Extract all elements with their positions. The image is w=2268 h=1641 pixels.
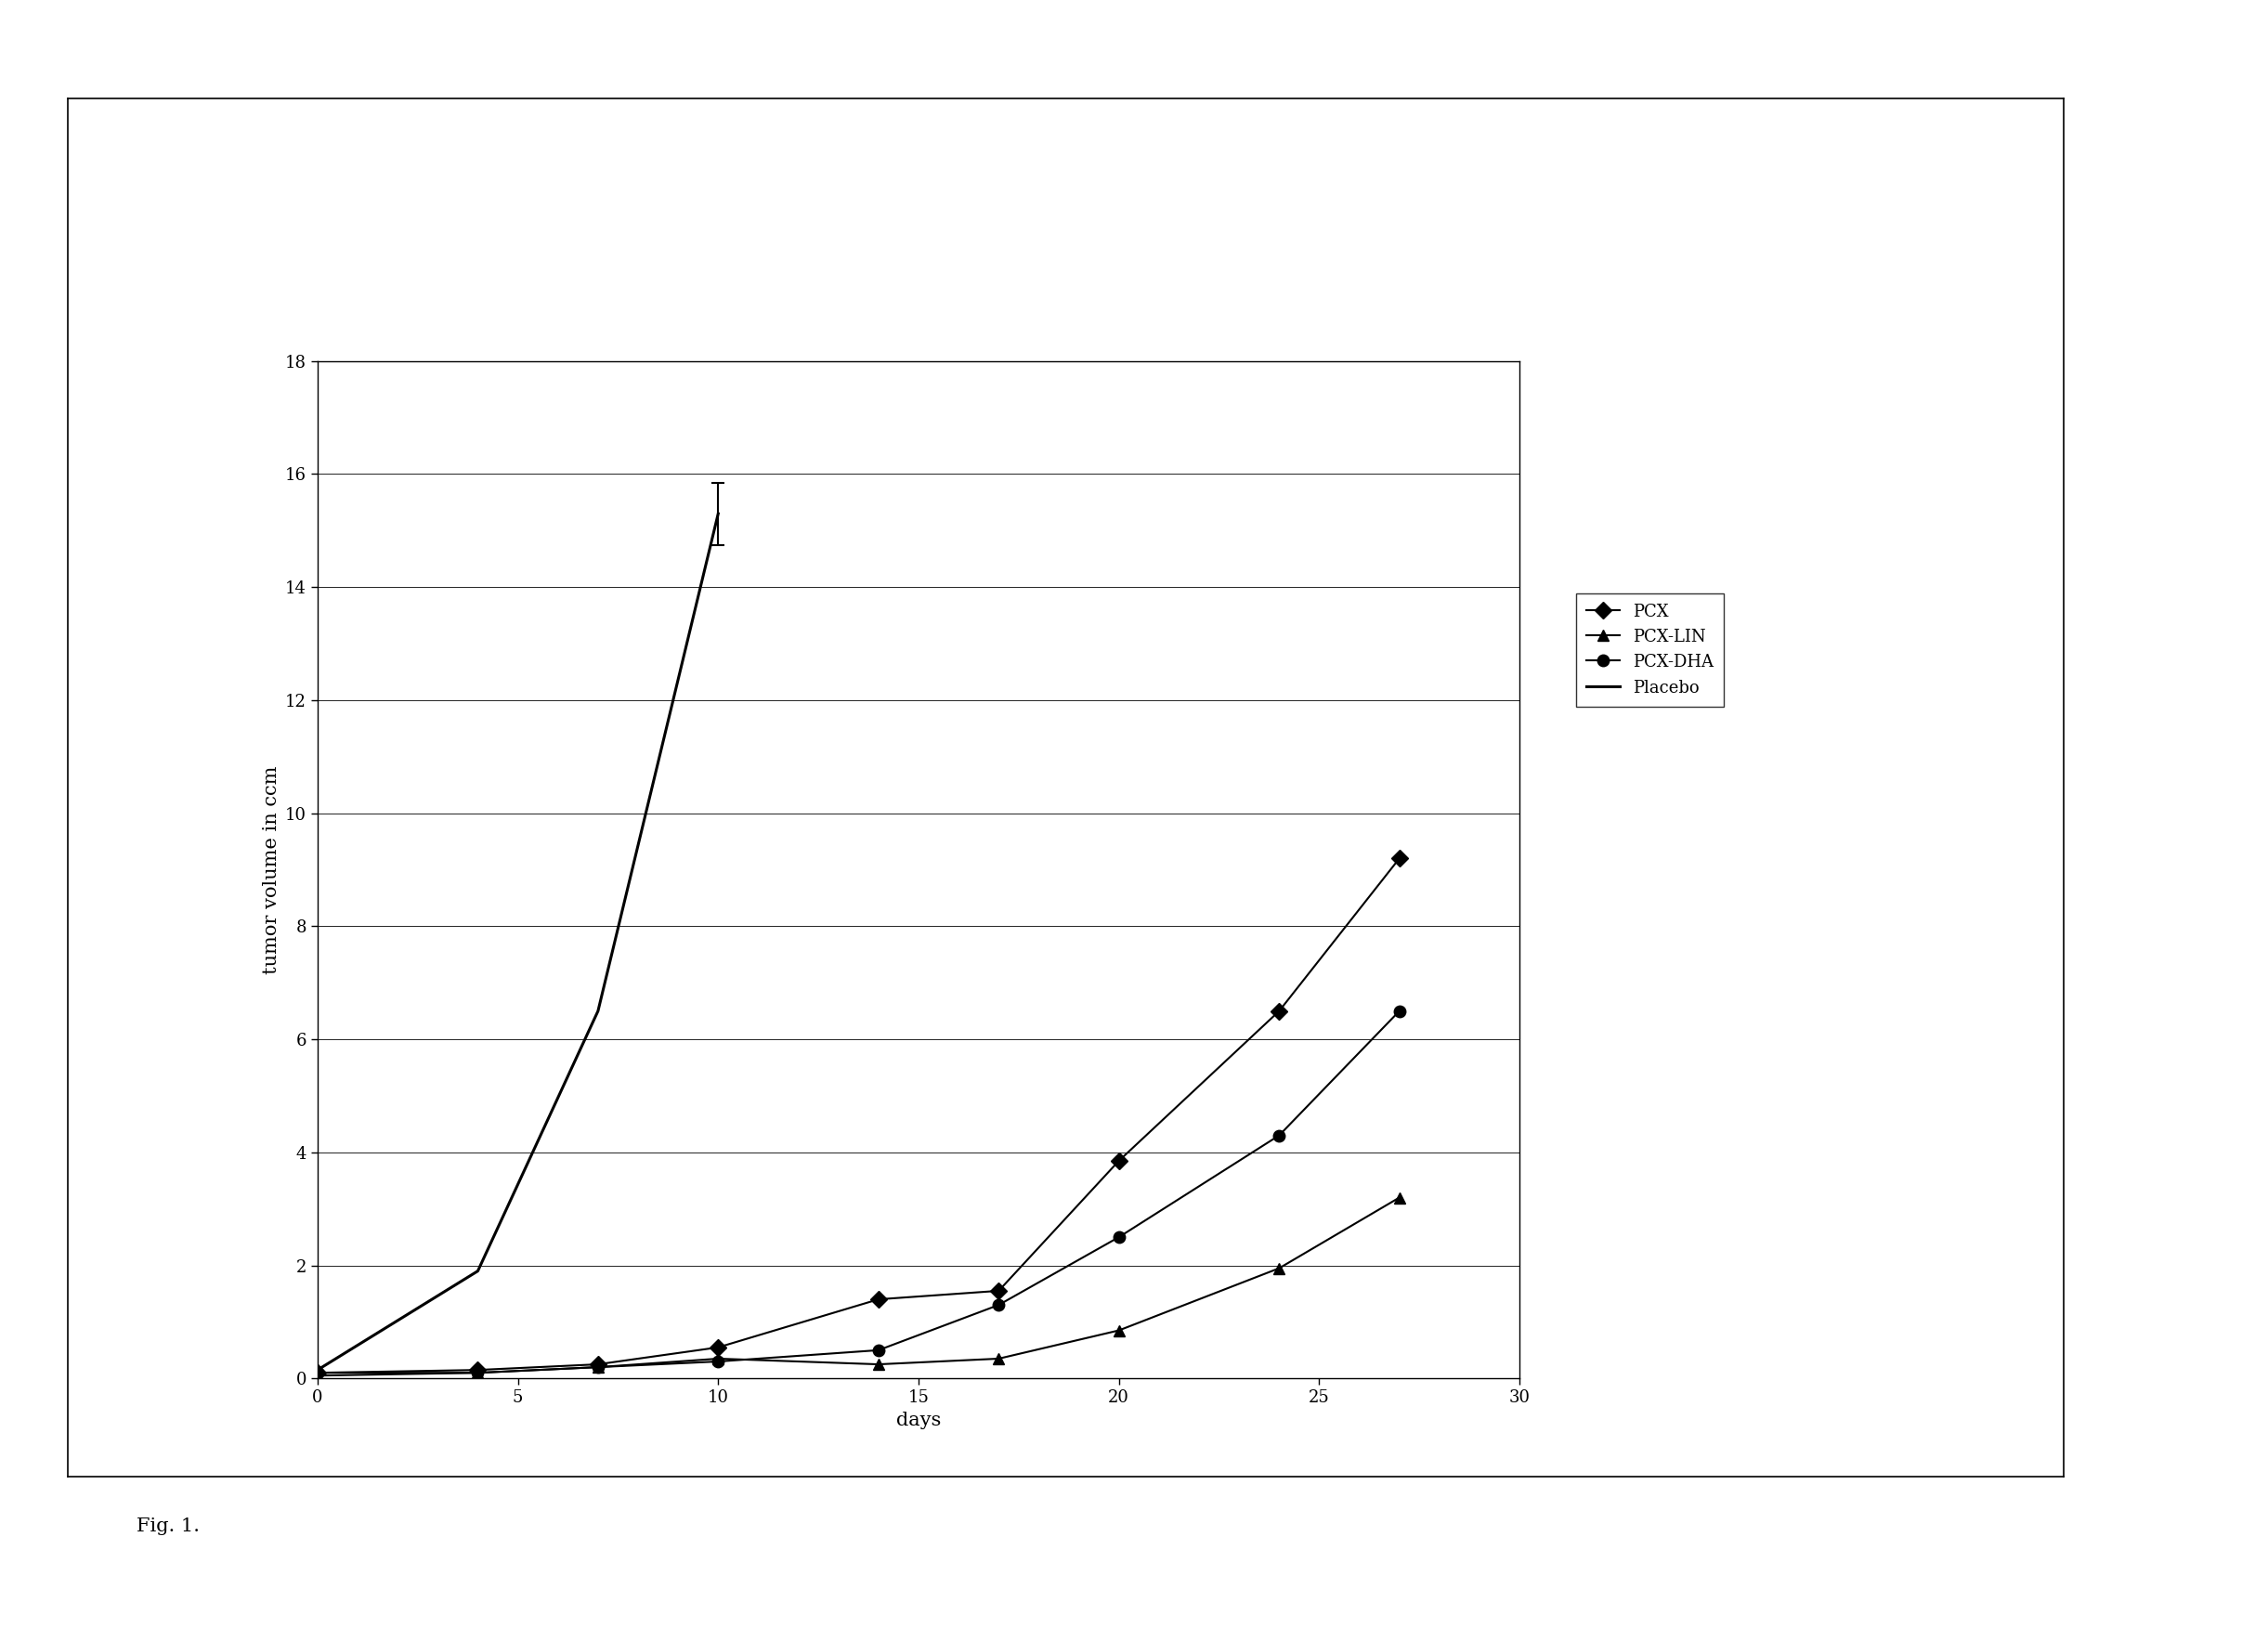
PCX-DHA [304,1364,331,1383]
PCX [585,1354,612,1374]
Line: Placebo: Placebo [318,514,719,1370]
PCX-DHA [585,1357,612,1377]
PCX-LIN [1266,1259,1293,1278]
PCX-DHA [705,1352,733,1372]
PCX-LIN [1105,1321,1132,1341]
Legend: PCX, PCX-LIN, PCX-DHA, Placebo: PCX, PCX-LIN, PCX-DHA, Placebo [1576,594,1724,706]
Line: PCX-LIN: PCX-LIN [311,1191,1406,1382]
PCX [1386,848,1413,868]
PCX-LIN [304,1365,331,1385]
PCX-DHA [984,1295,1012,1314]
PCX [864,1290,891,1310]
Line: PCX-DHA: PCX-DHA [311,1006,1406,1378]
Placebo [465,1262,492,1282]
Y-axis label: tumor volume in ccm: tumor volume in ccm [263,765,279,975]
PCX-DHA [1386,1001,1413,1021]
Placebo [585,1001,612,1021]
PCX [465,1360,492,1380]
PCX-DHA [465,1364,492,1383]
PCX-LIN [705,1349,733,1369]
PCX-LIN [1386,1188,1413,1208]
PCX-LIN [585,1357,612,1377]
PCX [984,1282,1012,1301]
PCX-DHA [1105,1227,1132,1247]
PCX-LIN [864,1354,891,1374]
PCX [304,1364,331,1383]
Text: Fig. 1.: Fig. 1. [136,1518,200,1536]
Placebo [705,504,733,523]
PCX [705,1337,733,1357]
X-axis label: days: days [896,1411,941,1429]
PCX [1105,1150,1132,1170]
PCX-DHA [864,1341,891,1360]
Line: PCX: PCX [311,853,1406,1378]
Placebo [304,1360,331,1380]
PCX-DHA [1266,1126,1293,1145]
PCX [1266,1001,1293,1021]
PCX-LIN [984,1349,1012,1369]
PCX-LIN [465,1364,492,1383]
